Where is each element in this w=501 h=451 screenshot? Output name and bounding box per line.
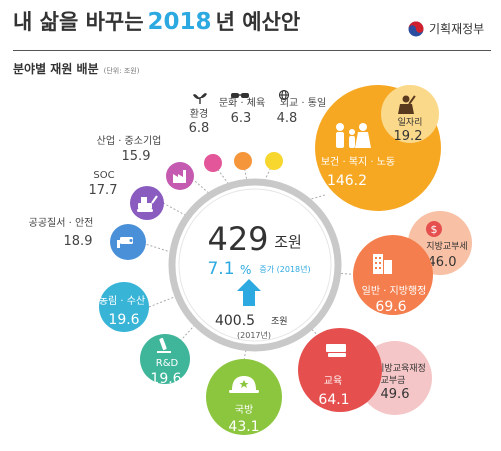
subtitle: 분야별 재원 배분 — [13, 62, 99, 76]
sector-environment: 환경 6.8 — [189, 93, 222, 172]
sector-jobs: 일자리 19.2 — [381, 85, 439, 144]
unit-note: (단위: 조원) — [103, 67, 140, 75]
sprout-icon — [193, 93, 207, 104]
factory-icon — [173, 170, 186, 183]
diplomacy-value: 4.8 — [277, 111, 298, 126]
sector-culture: 문화 · 체육 6.3 — [219, 93, 265, 170]
sector-rnd: R&D 19.6 — [140, 334, 190, 387]
safety-label: 공공질서 · 안전 — [29, 217, 94, 229]
money-icon: $ — [426, 221, 442, 237]
prev-year: (2017년) — [237, 330, 271, 340]
svg-text:$: $ — [431, 223, 438, 236]
education-grant-label-1: 지방교육재정 — [376, 363, 426, 374]
ministry-logo: 기획재정부 — [408, 20, 484, 37]
header-divider — [13, 50, 491, 51]
welfare-label: 보건 · 복지 · 노동 — [321, 156, 395, 168]
environment-label: 환경 — [190, 107, 208, 120]
education-value: 64.1 — [318, 392, 349, 408]
agriculture-label: 농림 · 수산 — [99, 295, 145, 307]
worker-icon — [398, 95, 416, 114]
fish-icon — [120, 288, 128, 292]
sector-education: 교육 64.1 — [298, 328, 382, 412]
title-prefix: 내 삶을 바꾸는 — [13, 10, 144, 34]
soc-label: SOC — [93, 170, 114, 181]
sector-safety: 공공질서 · 안전 18.9 — [29, 217, 146, 260]
prev-total: 400.5 — [215, 313, 255, 329]
title-suffix: 년 예산안 — [215, 10, 301, 34]
sector-agriculture: 농림 · 수산 19.6 — [99, 282, 149, 332]
welfare-value: 146.2 — [327, 173, 367, 189]
environment-value: 6.8 — [189, 121, 210, 136]
culture-label: 문화 · 체육 — [219, 97, 265, 109]
defense-circle — [206, 359, 282, 435]
subtitle-block: 분야별 재원 배분 (단위: 조원) — [13, 60, 139, 77]
excavator-icon — [137, 195, 158, 212]
education-grant-value: 49.6 — [381, 387, 410, 402]
growth-unit: % — [240, 263, 251, 277]
building-icon — [373, 254, 392, 274]
book-icon — [326, 344, 346, 357]
sector-general-admin: 일반 · 지방행정 69.6 — [353, 235, 433, 315]
sector-defense: 국방 43.1 — [206, 359, 282, 435]
microscope-icon — [157, 337, 171, 353]
rnd-label: R&D — [156, 358, 179, 369]
sector-diplomacy: 외교 · 통일 4.8 — [265, 89, 326, 170]
family-icon — [336, 123, 371, 148]
total-budget-circle: 429 조원 7.1 % 증가 (2018년) 400.5 조원 (2017년) — [168, 178, 342, 352]
defense-value: 43.1 — [228, 419, 259, 435]
helmet-icon — [229, 376, 259, 393]
soc-value: 17.7 — [89, 183, 118, 198]
education-grant-label-2: 교부금 — [381, 375, 406, 386]
local-grant-value: 46.0 — [428, 255, 457, 270]
rnd-circle — [140, 334, 190, 384]
ministry-name: 기획재정부 — [429, 22, 485, 36]
defense-label: 국방 — [235, 404, 253, 416]
general-admin-value: 69.6 — [375, 299, 406, 315]
cctv-icon — [117, 237, 133, 248]
education-label: 교육 — [324, 375, 342, 387]
mask-icon — [231, 93, 249, 98]
taegeuk-icon — [408, 21, 424, 36]
jobs-label: 일자리 — [398, 117, 423, 128]
title-year: 2018 — [147, 9, 212, 35]
diplomacy-label: 외교 · 통일 — [280, 97, 326, 109]
total-value: 429 — [207, 220, 268, 258]
environment-dot — [204, 154, 222, 172]
industry-label: 산업 · 중소기업 — [97, 134, 162, 147]
agriculture-value: 19.6 — [108, 312, 139, 328]
culture-value: 6.3 — [231, 111, 252, 126]
jobs-value: 19.2 — [394, 129, 423, 144]
up-arrow-icon — [237, 279, 261, 306]
sector-industry: 산업 · 중소기업 15.9 — [97, 134, 194, 190]
education-circle — [298, 328, 382, 412]
growth-rate: 7.1 — [207, 259, 234, 279]
agriculture-circle — [99, 282, 149, 332]
prev-unit: 조원 — [271, 316, 288, 327]
page-title: 내 삶을 바꾸는 2018 년 예산안 — [13, 6, 300, 50]
safety-value: 18.9 — [64, 234, 93, 249]
diplomacy-dot — [265, 152, 283, 170]
general-admin-label: 일반 · 지방행정 — [362, 285, 427, 297]
culture-dot — [234, 152, 252, 170]
industry-value: 15.9 — [122, 149, 151, 164]
local-grant-label: 지방교부세 — [426, 241, 467, 252]
globe-icon — [278, 89, 290, 101]
total-unit: 조원 — [274, 233, 302, 251]
growth-note: 증가 (2018년) — [259, 264, 310, 274]
rnd-value: 19.6 — [150, 371, 181, 387]
sector-soc: SOC 17.7 — [89, 170, 164, 220]
